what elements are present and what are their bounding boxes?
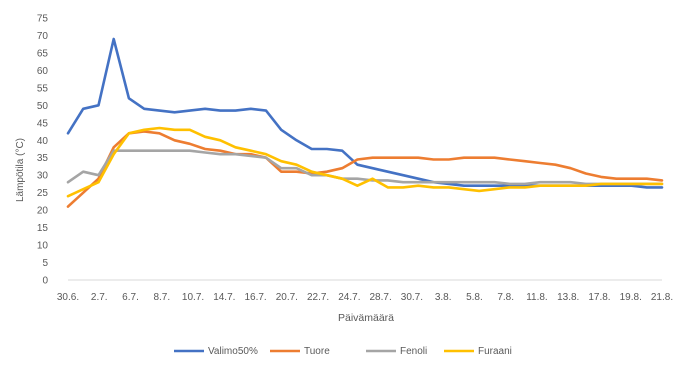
- x-tick-label: 13.8.: [557, 292, 579, 303]
- x-tick-label: 21.8.: [651, 292, 673, 303]
- y-tick-label: 20: [37, 206, 49, 217]
- y-tick-label: 35: [37, 153, 49, 164]
- x-tick-label: 30.6.: [57, 292, 79, 303]
- series-line-valimo50-: [66, 37, 664, 189]
- legend: Valimo50% Tuore Fenoli Furaani: [174, 346, 512, 357]
- y-tick-label: 70: [37, 31, 49, 42]
- x-tick-label: 22.7.: [307, 292, 329, 303]
- y-tick-label: 65: [37, 48, 49, 59]
- x-tick-label: 17.8.: [588, 292, 610, 303]
- y-tick-label: 75: [37, 14, 49, 25]
- x-tick-label: 30.7.: [401, 292, 423, 303]
- x-tick-label: 5.8.: [466, 292, 483, 303]
- y-tick-label: 45: [37, 118, 49, 129]
- series-line-tuore: [66, 130, 664, 208]
- x-tick-label: 2.7.: [91, 292, 108, 303]
- y-tick-label: 15: [37, 223, 49, 234]
- x-tick-label: 11.8.: [526, 292, 548, 303]
- y-tick-label: 60: [37, 66, 49, 77]
- legend-label: Fenoli: [400, 346, 427, 357]
- y-tick-label: 50: [37, 101, 49, 112]
- series-line-furaani: [66, 126, 664, 198]
- x-tick-label: 20.7.: [276, 292, 298, 303]
- y-tick-label: 0: [42, 276, 48, 287]
- x-tick-label: 3.8.: [435, 292, 452, 303]
- x-tick-label: 10.7.: [182, 292, 204, 303]
- legend-label: Furaani: [478, 346, 512, 357]
- x-tick-label: 24.7.: [338, 292, 360, 303]
- x-tick-label: 14.7.: [213, 292, 235, 303]
- x-tick-label: 7.8.: [497, 292, 514, 303]
- x-tick-label: 6.7.: [122, 292, 139, 303]
- y-tick-label: 30: [37, 171, 49, 182]
- y-tick-label: 25: [37, 188, 49, 199]
- legend-label: Tuore: [304, 346, 330, 357]
- x-tick-label: 19.8.: [620, 292, 642, 303]
- series-layer: [66, 37, 664, 208]
- series-line-fenoli: [66, 149, 664, 186]
- y-axis-label: Lämpötila (°C): [15, 138, 26, 202]
- legend-label: Valimo50%: [208, 346, 258, 357]
- axis-layer: 0 5 10 15 20 25 30 35 40 45 50 55 60 65 70 75 30.6. 2.7. 6…: [37, 14, 673, 304]
- x-tick-label: 8.7.: [153, 292, 170, 303]
- x-tick-label: 16.7.: [244, 292, 266, 303]
- y-tick-label: 10: [37, 241, 49, 252]
- x-tick-label: 28.7.: [370, 292, 392, 303]
- y-tick-label: 55: [37, 83, 49, 94]
- y-tick-label: 40: [37, 136, 49, 147]
- x-axis-label: Päivämäärä: [338, 312, 394, 324]
- y-tick-label: 5: [42, 258, 48, 269]
